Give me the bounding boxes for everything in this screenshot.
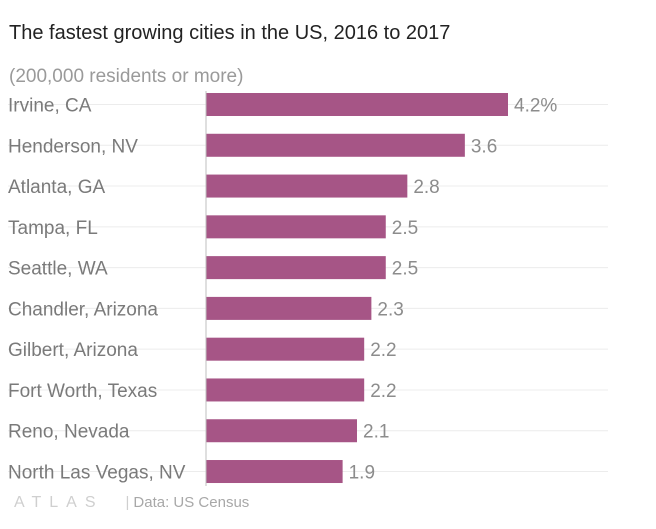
source-note: Data: US Census	[133, 494, 250, 511]
data-label: 4.2%	[514, 96, 557, 117]
data-label: 1.9	[349, 463, 375, 484]
category-label: Chandler, Arizona	[8, 299, 158, 320]
bar	[206, 419, 357, 443]
category-label: Atlanta, GA	[8, 177, 105, 198]
data-label: 2.5	[392, 259, 418, 280]
chart-subtitle: (200,000 residents or more)	[9, 66, 244, 87]
chart-footer: ATLAS | Data: US Census	[14, 494, 249, 512]
data-label: 2.3	[377, 299, 403, 320]
bar	[206, 174, 408, 198]
data-label: 2.8	[413, 177, 439, 198]
bar	[206, 93, 508, 116]
data-label: 3.6	[471, 136, 497, 157]
category-label: Reno, Nevada	[8, 422, 130, 443]
data-label: 2.1	[363, 422, 389, 443]
bar	[206, 378, 365, 402]
category-label: Tampa, FL	[8, 218, 98, 239]
category-label: Seattle, WA	[8, 259, 108, 280]
category-label: Irvine, CA	[8, 96, 92, 117]
data-label: 2.2	[370, 381, 396, 402]
chart-title: The fastest growing cities in the US, 20…	[9, 22, 451, 44]
bar	[206, 337, 365, 361]
bar	[206, 215, 386, 239]
bar	[206, 460, 343, 484]
bar	[206, 133, 465, 157]
bar	[206, 296, 372, 320]
atlas-logo: ATLAS	[14, 494, 104, 511]
category-label: North Las Vegas, NV	[8, 463, 186, 484]
category-label: Gilbert, Arizona	[8, 340, 138, 361]
bar	[206, 256, 386, 280]
data-label: 2.5	[392, 218, 418, 239]
category-label: Henderson, NV	[8, 136, 138, 157]
category-label: Fort Worth, Texas	[8, 381, 157, 402]
footer-separator: |	[125, 494, 130, 511]
data-label: 2.2	[370, 340, 396, 361]
